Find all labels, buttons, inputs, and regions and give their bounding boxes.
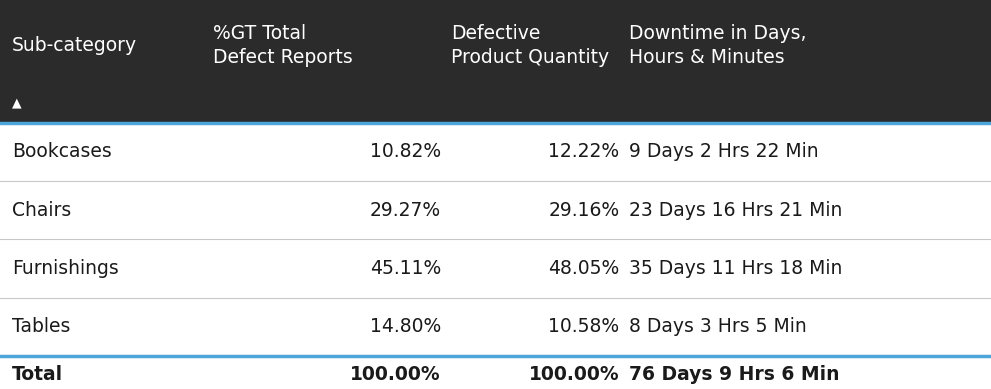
Text: 9 Days 2 Hrs 22 Min: 9 Days 2 Hrs 22 Min [629,142,819,161]
Text: Furnishings: Furnishings [12,259,119,278]
Text: 29.16%: 29.16% [548,201,619,219]
Text: 23 Days 16 Hrs 21 Min: 23 Days 16 Hrs 21 Min [629,201,842,219]
Text: 8 Days 3 Hrs 5 Min: 8 Days 3 Hrs 5 Min [629,317,807,336]
Text: 12.22%: 12.22% [548,142,619,161]
Text: 48.05%: 48.05% [548,259,619,278]
Text: Tables: Tables [12,317,70,336]
Text: 100.00%: 100.00% [529,365,619,384]
Text: Defective
Product Quantity: Defective Product Quantity [451,24,609,67]
Text: 45.11%: 45.11% [370,259,441,278]
Text: Bookcases: Bookcases [12,142,112,161]
Text: Total: Total [12,365,63,384]
Text: 10.58%: 10.58% [548,317,619,336]
Bar [0,0,991,123]
Text: 14.80%: 14.80% [370,317,441,336]
Text: ▲: ▲ [12,96,22,110]
Text: Chairs: Chairs [12,201,71,219]
Text: Sub-category: Sub-category [12,36,137,55]
Text: 29.27%: 29.27% [370,201,441,219]
Text: 100.00%: 100.00% [351,365,441,384]
Text: 76 Days 9 Hrs 6 Min: 76 Days 9 Hrs 6 Min [629,365,839,384]
Text: %GT Total
Defect Reports: %GT Total Defect Reports [213,24,353,67]
Text: 35 Days 11 Hrs 18 Min: 35 Days 11 Hrs 18 Min [629,259,842,278]
Text: 10.82%: 10.82% [370,142,441,161]
Text: Downtime in Days,
Hours & Minutes: Downtime in Days, Hours & Minutes [629,24,807,67]
